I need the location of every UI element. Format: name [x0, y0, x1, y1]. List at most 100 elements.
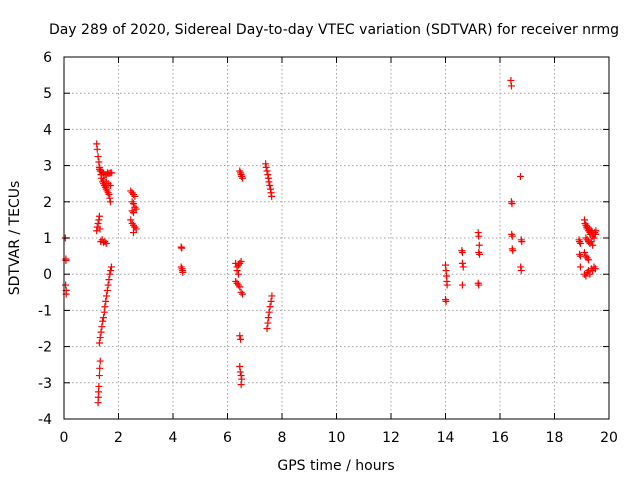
data-point — [132, 205, 140, 213]
data-point — [238, 174, 246, 182]
data-point — [96, 364, 104, 372]
data-point — [105, 276, 113, 284]
y-tick-label: 4 — [43, 122, 52, 138]
data-point — [458, 248, 466, 256]
data-point — [587, 238, 595, 246]
data-point — [107, 263, 115, 271]
data-point — [132, 225, 140, 233]
y-tick-label: 0 — [43, 267, 52, 283]
data-point — [580, 248, 588, 256]
data-point — [101, 303, 109, 311]
y-tick-label: 3 — [43, 159, 52, 175]
data-point — [507, 82, 515, 90]
data-point — [236, 283, 244, 291]
data-point — [266, 182, 274, 190]
data-point — [129, 209, 137, 217]
data-point — [268, 292, 276, 300]
data-point — [102, 297, 110, 305]
data-point — [96, 334, 104, 342]
y-axis: -4 -3 -2 -1 0 1 2 3 4 5 6 — [38, 50, 609, 428]
data-point — [459, 263, 467, 271]
data-point — [591, 265, 599, 273]
data-point — [96, 357, 104, 365]
data-point — [265, 178, 273, 186]
data-point — [95, 339, 103, 347]
data-point — [99, 317, 107, 325]
data-point — [236, 332, 244, 340]
data-point — [236, 368, 244, 376]
data-point — [268, 192, 276, 200]
data-point — [443, 281, 451, 289]
data-point — [95, 372, 103, 380]
x-tick-label: 14 — [437, 430, 455, 446]
data-point — [442, 297, 450, 305]
data-point — [95, 382, 103, 390]
data-point — [266, 303, 274, 311]
data-point — [104, 281, 112, 289]
data-point — [517, 267, 525, 275]
data-point — [106, 182, 114, 190]
data-point — [237, 335, 245, 343]
x-tick-label: 0 — [60, 430, 69, 446]
data-point — [262, 163, 270, 171]
y-tick-label: 6 — [43, 50, 52, 66]
data-point — [267, 297, 275, 305]
data-point — [106, 198, 114, 206]
data-point — [508, 232, 516, 240]
x-axis: 0 2 4 6 8 10 12 14 16 18 20 — [60, 57, 618, 446]
data-point — [179, 268, 187, 276]
data-point — [576, 238, 584, 246]
data-point — [590, 234, 598, 242]
data-point — [582, 272, 590, 280]
data-point — [105, 191, 113, 199]
data-point — [576, 250, 584, 258]
y-tick-label: 2 — [43, 195, 52, 211]
data-point — [576, 239, 584, 247]
data-point — [100, 314, 108, 322]
data-point — [238, 290, 246, 298]
data-point — [237, 288, 245, 296]
data-point — [475, 281, 483, 289]
data-point — [131, 192, 139, 200]
y-axis-label: SDTVAR / TECUs — [7, 181, 23, 296]
data-point — [103, 292, 111, 300]
data-point — [475, 248, 483, 256]
data-point — [509, 247, 517, 255]
data-point — [475, 241, 483, 249]
data-point — [94, 220, 102, 228]
data-point — [508, 200, 516, 208]
data-points — [61, 77, 600, 407]
data-point — [592, 227, 600, 235]
data-point — [585, 256, 593, 264]
data-point — [178, 244, 186, 252]
x-tick-label: 8 — [278, 430, 287, 446]
x-tick-label: 2 — [114, 430, 123, 446]
y-tick-label: -4 — [38, 412, 52, 428]
data-point — [237, 381, 245, 389]
data-point — [102, 239, 110, 247]
x-tick-label: 6 — [223, 430, 232, 446]
x-tick-label: 12 — [382, 430, 400, 446]
y-tick-label: 1 — [43, 231, 52, 247]
data-point — [516, 172, 524, 180]
data-point — [98, 323, 106, 331]
data-point — [177, 263, 185, 271]
data-point — [458, 259, 466, 267]
x-tick-label: 18 — [546, 430, 564, 446]
y-tick-label: -2 — [38, 340, 52, 356]
data-point — [108, 169, 116, 177]
x-tick-label: 20 — [600, 430, 618, 446]
data-point — [586, 270, 594, 278]
grid — [64, 57, 609, 419]
data-point — [62, 256, 70, 264]
data-point — [95, 212, 103, 220]
data-point — [237, 258, 245, 266]
data-point — [129, 200, 137, 208]
x-tick-label: 10 — [328, 430, 346, 446]
data-point — [518, 238, 526, 246]
data-point — [589, 241, 597, 249]
data-point — [107, 267, 115, 275]
data-point — [476, 250, 484, 258]
data-point — [475, 232, 483, 240]
